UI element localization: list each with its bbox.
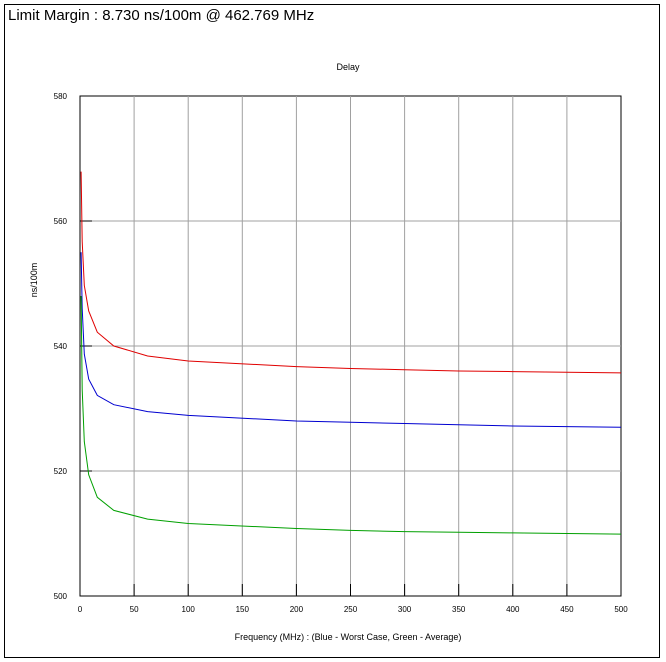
y-tick-label: 520 [54,467,68,476]
chart-frame [4,4,660,658]
x-tick-label: 400 [506,605,520,614]
x-axis-label: Frequency (MHz) : (Blue - Worst Case, Gr… [235,632,462,642]
y-tick-label: 580 [54,92,68,101]
x-tick-label: 50 [130,605,139,614]
x-tick-label: 500 [614,605,628,614]
y-tick-label: 500 [54,592,68,601]
x-tick-label: 150 [236,605,250,614]
x-tick-label: 0 [78,605,83,614]
series-layer [80,171,622,535]
x-tick-label: 450 [560,605,574,614]
x-tick-label: 250 [344,605,358,614]
y-tick-label: 540 [54,342,68,351]
x-tick-label: 350 [452,605,466,614]
series-line-2 [80,252,622,428]
y-tick-labels: 500 520 540 560 580 [54,92,68,601]
x-tick-labels: 0 50 100 150 200 250 300 350 400 450 500 [78,605,628,614]
y-axis-label: ns/100m [29,263,39,298]
grid [80,96,621,596]
x-tick-label: 200 [290,605,304,614]
limit-margin-text: Limit Margin : 8.730 ns/100m @ 462.769 M… [8,7,315,24]
chart-title: Delay [336,62,360,72]
x-tick-label: 100 [182,605,196,614]
series-line-1 [80,171,622,374]
x-tick-label: 300 [398,605,412,614]
y-tick-label: 560 [54,217,68,226]
series-line-3 [80,295,622,535]
